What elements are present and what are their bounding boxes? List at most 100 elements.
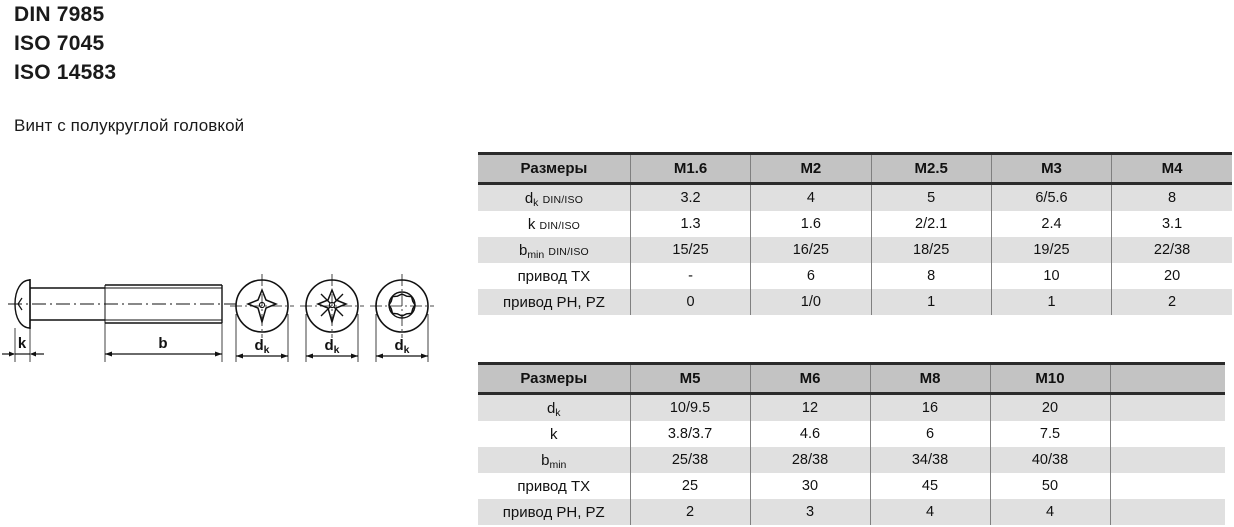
table-cell: 28/38 [749, 447, 870, 473]
arrow-b-left [105, 351, 112, 357]
row-label: bmin [478, 447, 630, 473]
table-cell: 25/38 [629, 447, 750, 473]
table-cell: 22/38 [1111, 237, 1232, 263]
table-cell [1109, 393, 1225, 421]
row-label: k [478, 421, 630, 447]
table-header-dimensions: Размеры [478, 152, 631, 185]
head-view-pozidriv [300, 274, 364, 362]
table-cell: 3.1 [1111, 211, 1232, 237]
table-cell: 15/25 [629, 237, 751, 263]
table-header-m6: M6 [749, 362, 870, 395]
table-cell: 3.2 [629, 183, 751, 211]
table-cell: - [629, 263, 751, 289]
table-cell: 12 [749, 393, 870, 421]
table-row: привод PH, PZ 2 3 4 4 [478, 499, 1225, 525]
table-cell: 6 [869, 421, 990, 447]
head-view-torx [370, 274, 434, 362]
phillips-arrow-left [236, 353, 243, 359]
head-view-phillips [230, 274, 294, 362]
pozidriv-dim-label: dk [324, 337, 339, 356]
table-cell: 10 [990, 263, 1112, 289]
table-cell: 1 [990, 289, 1112, 315]
table-header-m10: M10 [989, 362, 1110, 395]
table-cell: 10/9.5 [629, 393, 750, 421]
table-cell: 4 [869, 499, 990, 525]
standards-list: DIN 7985 ISO 7045 ISO 14583 [14, 0, 434, 87]
table-row: dk DIN/ISO 3.2 4 5 6/5.6 8 [478, 183, 1232, 211]
table-cell: 20 [1111, 263, 1232, 289]
table-header-m3: M3 [990, 152, 1112, 185]
table-header-m2-5: M2.5 [870, 152, 992, 185]
torx-arrow-right [421, 353, 428, 359]
table-cell [1109, 473, 1225, 499]
dimensions-table-large: Размеры M5 M6 M8 M10 dk 10/9.5 12 16 20 k 3.8/3.7 4… [478, 362, 1225, 525]
table-row: привод TX 25 30 45 50 [478, 473, 1225, 499]
table-cell: 19/25 [990, 237, 1112, 263]
table-header-row: Размеры M5 M6 M8 M10 [478, 362, 1225, 395]
screw-technical-drawing: k b dk dk [2, 274, 434, 362]
standard-din-7985: DIN 7985 [14, 3, 105, 26]
table-row: k 3.8/3.7 4.6 6 7.5 [478, 421, 1225, 447]
table-cell: 16/25 [750, 237, 872, 263]
row-label: привод PH, PZ [478, 289, 631, 315]
table-cell: 16 [869, 393, 990, 421]
table-cell: 8 [870, 263, 992, 289]
table-cell: 0 [629, 289, 751, 315]
torx-dim-label: dk [394, 337, 409, 356]
table-row: привод PH, PZ 0 1/0 1 1 2 [478, 289, 1232, 315]
table-cell: 45 [869, 473, 990, 499]
table-cell: 1 [870, 289, 992, 315]
table-cell: 8 [1111, 183, 1232, 211]
arrow-k-left [9, 351, 15, 357]
table-header-m4: M4 [1111, 152, 1232, 185]
row-label: привод TX [478, 473, 630, 499]
table-cell: 25 [629, 473, 750, 499]
table-cell: 18/25 [870, 237, 992, 263]
table-cell: 4 [750, 183, 872, 211]
standard-iso-7045: ISO 7045 [14, 32, 105, 55]
dim-label-b: b [158, 335, 167, 352]
table-cell: 4.6 [749, 421, 870, 447]
table-header-m5: M5 [629, 362, 750, 395]
row-label: привод PH, PZ [478, 499, 630, 525]
table-cell: 2 [1111, 289, 1232, 315]
table-body: dk DIN/ISO 3.2 4 5 6/5.6 8 k DIN/ISO 1.3 1.6 2/2.… [478, 183, 1232, 315]
table-cell: 3.8/3.7 [629, 421, 750, 447]
row-label: k DIN/ISO [478, 211, 631, 237]
table-cell: 7.5 [989, 421, 1110, 447]
table-cell: 6 [750, 263, 872, 289]
table-header-m8: M8 [869, 362, 990, 395]
table-cell: 3 [749, 499, 870, 525]
arrow-k-right [30, 351, 36, 357]
table-cell: 1.6 [750, 211, 872, 237]
table-cell: 1/0 [750, 289, 872, 315]
standard-iso-14583: ISO 14583 [14, 61, 117, 84]
phillips-dim-label: dk [254, 337, 269, 356]
row-label: bmin DIN/ISO [478, 237, 631, 263]
table-cell: 40/38 [989, 447, 1110, 473]
table-row: bmin 25/38 28/38 34/38 40/38 [478, 447, 1225, 473]
table-cell [1109, 421, 1225, 447]
table-header-row: Размеры M1.6 M2 M2.5 M3 M4 [478, 152, 1232, 185]
table-row: k DIN/ISO 1.3 1.6 2/2.1 2.4 3.1 [478, 211, 1232, 237]
table-cell: 2/2.1 [870, 211, 992, 237]
table-cell: 4 [989, 499, 1110, 525]
table-cell: 30 [749, 473, 870, 499]
table-header-empty [1109, 362, 1225, 395]
table-row: dk 10/9.5 12 16 20 [478, 393, 1225, 421]
table-cell: 2 [629, 499, 750, 525]
pozidriv-arrow-right [351, 353, 358, 359]
row-label: dk DIN/ISO [478, 183, 631, 211]
pozidriv-arrow-left [306, 353, 313, 359]
row-label: привод TX [478, 263, 631, 289]
table-cell: 5 [870, 183, 992, 211]
table-cell [1109, 447, 1225, 473]
torx-arrow-left [376, 353, 383, 359]
dimensions-table-small: Размеры M1.6 M2 M2.5 M3 M4 dk DIN/ISO 3.2 4 5 6/5… [478, 152, 1232, 315]
phillips-arrow-right [281, 353, 288, 359]
table-row: bmin DIN/ISO 15/25 16/25 18/25 19/25 22/38 [478, 237, 1232, 263]
table-cell: 20 [989, 393, 1110, 421]
table-row: привод TX -6 8 10 20 [478, 263, 1232, 289]
table-body: dk 10/9.5 12 16 20 k 3.8/3.7 4.6 6 7.5 bmin 25/38 28… [478, 393, 1225, 525]
table-header-dimensions: Размеры [478, 362, 630, 395]
